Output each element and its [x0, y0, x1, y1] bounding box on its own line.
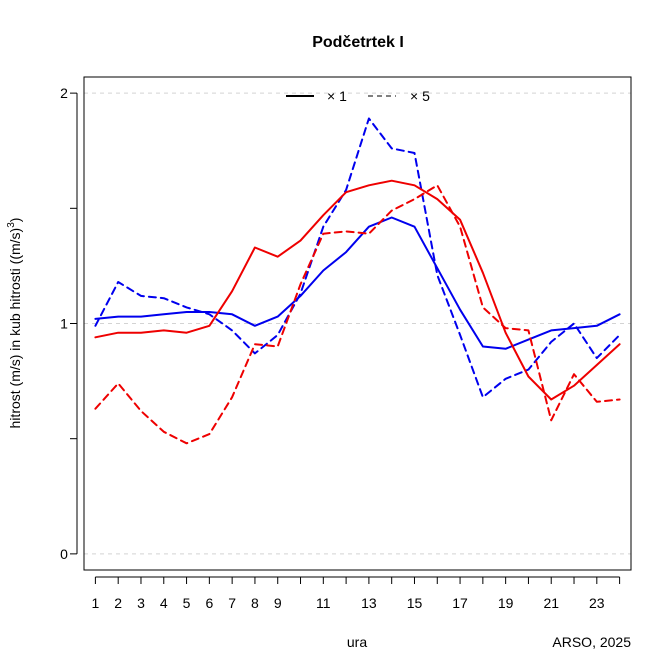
y-axis: 0 1 2	[60, 85, 78, 562]
x-axis: 1 2 3 4 5 6 7 8 9 11 13 15 17 19 21 23	[91, 576, 621, 611]
series-line-4	[94, 184, 621, 445]
series-line-3	[94, 179, 621, 401]
x-tick-label: 8	[251, 595, 259, 611]
legend-label: × 1	[327, 88, 347, 104]
x-tick-label: 6	[205, 595, 213, 611]
y-tick-label: 1	[60, 316, 68, 332]
grid	[84, 92, 631, 555]
y-axis-label-text: hitrost (m/s) in kub hitrosti ((m/s)	[7, 228, 23, 429]
y-tick-label: 0	[60, 546, 68, 562]
x-tick-label: 2	[114, 595, 122, 611]
x-tick-label: 4	[160, 595, 168, 611]
x-tick-label: 21	[543, 595, 559, 611]
x-tick-label: 9	[274, 595, 282, 611]
x-axis-label: ura	[347, 634, 367, 650]
x-tick-label: 23	[589, 595, 605, 611]
y-axis-label-sup: 3	[6, 222, 17, 228]
y-axis-label-close: )	[7, 218, 23, 223]
x-tick-label: 11	[316, 595, 331, 611]
chart-title: Podčetrtek I	[312, 34, 404, 51]
x-tick-label: 7	[228, 595, 236, 611]
y-tick-label: 2	[60, 85, 68, 101]
x-tick-label: 15	[407, 595, 423, 611]
legend: × 1 × 5	[286, 88, 430, 104]
series-line-2	[94, 117, 621, 399]
legend-label: × 5	[410, 88, 430, 104]
y-axis-label: hitrost (m/s) in kub hitrosti ((m/s)3)	[6, 218, 23, 429]
series-line-1	[94, 216, 621, 350]
x-tick-label: 19	[498, 595, 514, 611]
source-label: ARSO, 2025	[552, 634, 631, 650]
x-tick-label: 3	[137, 595, 145, 611]
series-group	[94, 117, 621, 445]
plot-frame	[83, 76, 632, 571]
x-tick-label: 5	[183, 595, 191, 611]
x-tick-label: 1	[91, 595, 99, 611]
x-tick-label: 17	[452, 595, 468, 611]
x-tick-label: 13	[361, 595, 377, 611]
